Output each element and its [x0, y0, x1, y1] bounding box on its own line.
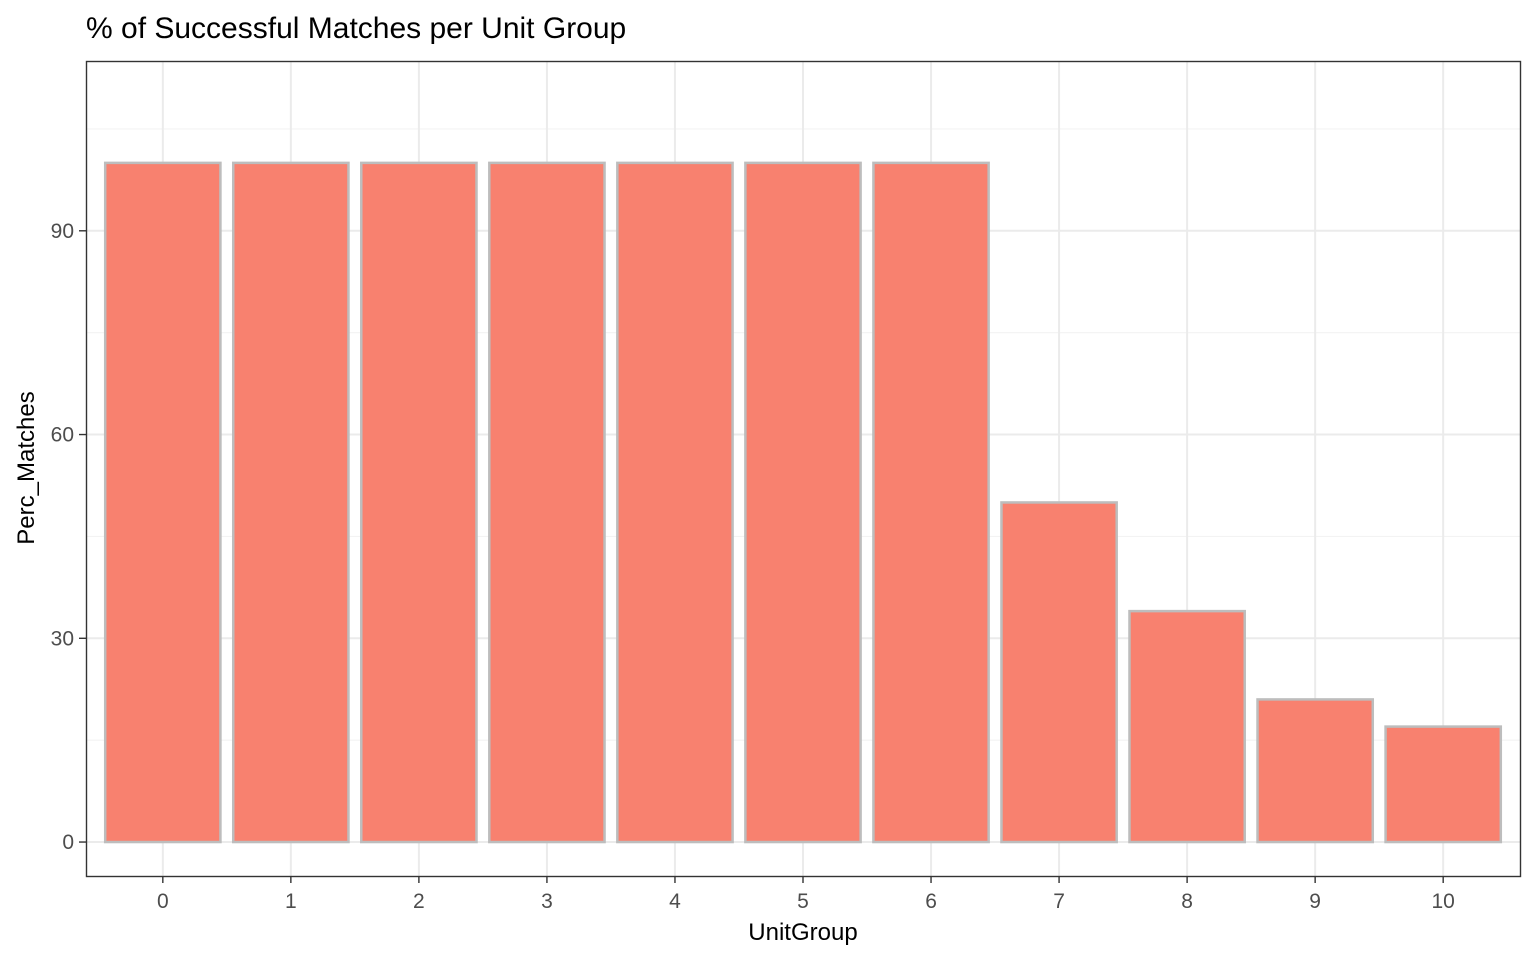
y-axis: 0 30 60 90: [51, 220, 86, 854]
x-tick-label: 9: [1309, 890, 1321, 913]
bar-10: [1384, 725, 1503, 844]
bar-7: [1000, 501, 1118, 844]
x-tick-label: 7: [1053, 890, 1065, 913]
x-tick-label: 6: [925, 890, 937, 913]
bar-8: [1128, 609, 1246, 844]
bar-9: [1256, 698, 1375, 844]
x-tick-label: 4: [669, 890, 681, 913]
x-tick-label: 10: [1431, 890, 1454, 913]
y-tick-label: 30: [51, 627, 74, 650]
x-axis-title: UnitGroup: [748, 919, 857, 946]
x-axis: 0 1 2 3 4 5 6 7 8 9 10: [157, 876, 1455, 913]
y-tick-label: 90: [51, 220, 74, 243]
x-tick-label: 1: [285, 890, 297, 913]
y-tick-label: 0: [62, 831, 74, 854]
bar-0: [103, 161, 222, 844]
x-tick-label: 3: [541, 890, 553, 913]
chart-title: % of Successful Matches per Unit Group: [86, 12, 626, 45]
bar-1: [231, 161, 350, 844]
x-tick-label: 2: [413, 890, 425, 913]
x-tick-label: 0: [157, 890, 169, 913]
bars: [103, 161, 1503, 844]
x-tick-label: 8: [1181, 890, 1193, 913]
y-tick-label: 60: [51, 424, 74, 447]
bar-4: [616, 161, 734, 844]
y-axis-title: Perc_Matches: [13, 391, 40, 544]
bar-6: [872, 161, 990, 844]
bar-2: [360, 161, 478, 844]
bar-5: [744, 161, 862, 844]
bar-3: [488, 161, 606, 844]
x-tick-label: 5: [797, 890, 809, 913]
